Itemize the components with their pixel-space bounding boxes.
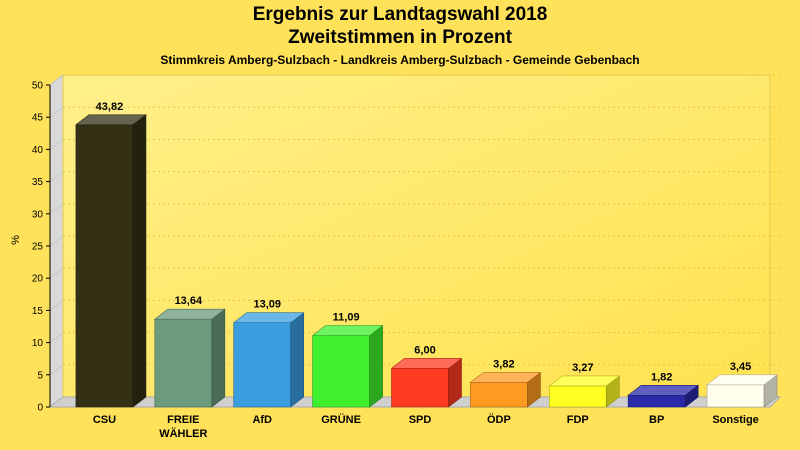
wall-gridline <box>49 267 64 279</box>
wall-gridline <box>49 171 64 182</box>
y-tick-label: 50 <box>32 81 44 92</box>
bar-front <box>75 124 134 408</box>
y-tick-label: 35 <box>32 177 44 188</box>
bar-value-label: 11,09 <box>333 312 360 324</box>
bar <box>75 114 147 408</box>
bar-front <box>706 384 765 408</box>
x-tick-label: CSU <box>93 414 116 426</box>
bar-side <box>369 324 383 408</box>
bar <box>311 324 384 408</box>
bar-top <box>548 375 621 387</box>
y-tick-label: 45 <box>32 113 44 124</box>
wall-gridline <box>49 203 64 215</box>
bar-front <box>154 318 213 408</box>
x-tick-label: Sonstige <box>712 414 758 426</box>
bar <box>232 312 305 408</box>
chart-region-caption: Stimmkreis Amberg-Sulzbach - Landkreis A… <box>160 53 640 67</box>
bar-top <box>627 384 700 396</box>
bar-top <box>390 358 463 369</box>
bar-front <box>391 368 449 408</box>
bar-value-label: 13,09 <box>253 299 281 311</box>
bar-value-label: 3,45 <box>730 361 751 373</box>
wall-gridline <box>49 332 64 343</box>
bar <box>390 357 463 408</box>
bar-top <box>75 114 147 126</box>
bar <box>548 375 621 408</box>
y-tick-label: 0 <box>37 403 43 414</box>
bar-side <box>290 312 305 408</box>
wall-gridline <box>49 106 64 118</box>
y-tick-label: 40 <box>32 145 44 156</box>
y-tick-label: 10 <box>32 338 44 349</box>
wall-gridline <box>49 235 64 247</box>
bar-front <box>627 394 686 408</box>
bar-top <box>469 372 542 383</box>
x-tick-label: BP <box>649 414 664 426</box>
bars: 43,82 13,64 13,09 11,09 6,00 3,82 3,27 1,82 3,45 <box>75 101 778 408</box>
y-tick-label: 20 <box>32 274 44 285</box>
x-tick-label: FDP <box>567 414 589 426</box>
chart-title: Ergebnis zur Landtagswahl 2018 <box>252 4 548 25</box>
x-tick-label: FREIE WÄHLER <box>159 414 207 440</box>
bar-value-label: 43,82 <box>96 101 124 113</box>
bar-side <box>211 308 226 408</box>
y-tick-label: 5 <box>37 370 43 381</box>
wall-gridline <box>49 300 64 311</box>
bar-front <box>548 385 607 408</box>
y-tick-label: 25 <box>32 242 44 253</box>
x-tick-label: GRÜNE <box>321 413 361 426</box>
x-tick-label: AfD <box>252 414 272 426</box>
x-tick-label: SPD <box>409 414 432 426</box>
bar-top <box>706 374 778 386</box>
bar <box>469 371 542 408</box>
bar-top <box>311 325 384 336</box>
chart-subtitle: Zweitstimmen in Prozent <box>288 27 512 48</box>
y-axis-label: % <box>10 235 22 245</box>
bar <box>627 384 700 408</box>
bar-value-label: 13,64 <box>175 295 203 307</box>
x-axis-labels: CSU FREIE WÄHLER AfD GRÜNE SPD ÖDP FDP BP Sonstig… <box>93 413 759 440</box>
bar <box>706 374 778 408</box>
bar-top <box>153 308 226 320</box>
gridlines <box>49 74 780 376</box>
bar-top <box>232 312 305 324</box>
bar-value-label: 6,00 <box>414 344 435 356</box>
y-axis: 0 5 10 15 20 25 30 35 40 45 50 <box>32 81 51 414</box>
bar-front <box>312 335 370 408</box>
bar <box>153 308 226 408</box>
wall-gridline <box>49 139 64 150</box>
y-tick-label: 15 <box>32 306 44 317</box>
x-tick-label: ÖDP <box>487 413 511 426</box>
wall-gridline <box>49 364 64 376</box>
y-tick-label: 30 <box>32 209 44 220</box>
bar-value-label: 3,27 <box>572 362 593 374</box>
bar-value-label: 3,82 <box>493 358 514 370</box>
bar-front <box>233 322 292 408</box>
bar-front <box>470 382 528 408</box>
wall-gridline <box>49 74 64 86</box>
bar-side <box>132 114 147 408</box>
bar-value-label: 1,82 <box>651 371 672 383</box>
